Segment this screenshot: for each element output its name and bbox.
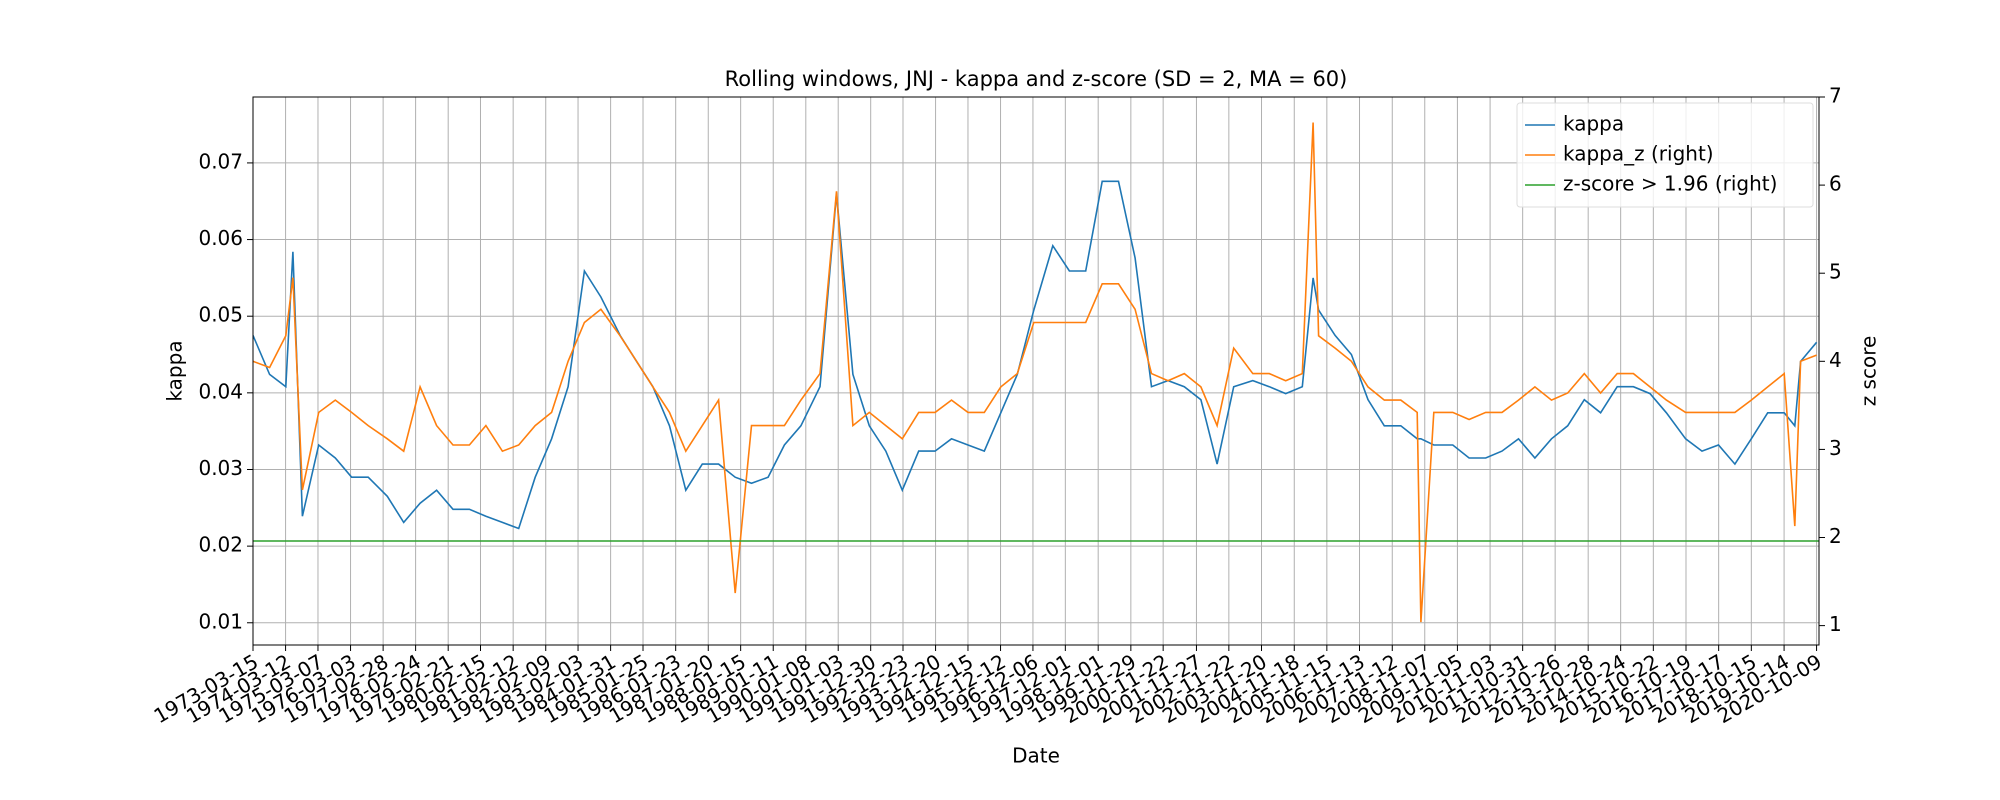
x-axis-label: Date: [1012, 744, 1060, 768]
y2-tick-label: 5: [1829, 260, 1842, 284]
y-tick-label: 0.03: [198, 456, 243, 480]
y2-axis-label: z score: [1857, 336, 1881, 407]
legend-label: z-score > 1.96 (right): [1563, 172, 1777, 196]
y-tick-label: 0.04: [198, 379, 243, 403]
y2-tick-label: 6: [1829, 172, 1842, 196]
y-axis-label: kappa: [163, 340, 187, 401]
y-tick-label: 0.01: [198, 609, 243, 633]
y2-tick-label: 4: [1829, 348, 1842, 372]
legend-box: [1516, 102, 1814, 208]
y2-tick-label: 3: [1829, 436, 1842, 460]
y2-tick-label: 2: [1829, 524, 1842, 548]
legend-label: kappa_z (right): [1563, 142, 1714, 166]
chart-title: Rolling windows, JNJ - kappa and z-score…: [725, 67, 1348, 91]
plot-frame: [252, 96, 1820, 646]
series-line: [253, 180, 1818, 530]
legend-label: kappa: [1563, 112, 1624, 136]
y-tick-label: 0.07: [198, 149, 243, 173]
series-line: [253, 122, 1817, 623]
y-tick-label: 0.06: [198, 226, 243, 250]
y2-tick-label: 7: [1829, 84, 1842, 108]
y-tick-label: 0.05: [198, 303, 243, 327]
y2-tick-label: 1: [1829, 612, 1842, 636]
y-tick-label: 0.02: [198, 533, 243, 557]
